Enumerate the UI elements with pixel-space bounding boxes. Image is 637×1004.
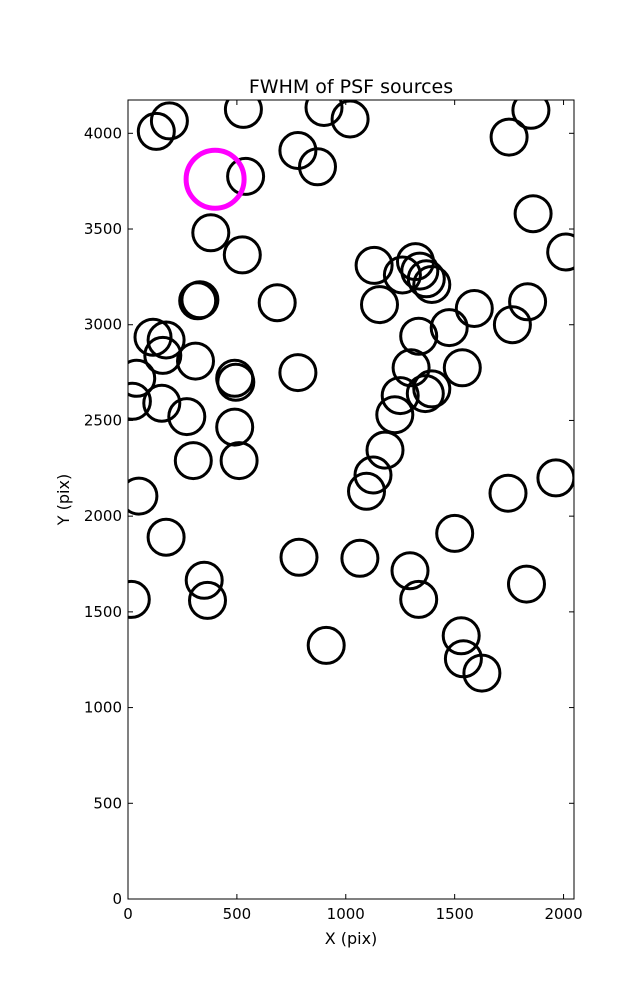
- source-marker: [298, 147, 337, 187]
- y-tick-label: 500: [93, 794, 122, 812]
- source-marker: [330, 100, 370, 139]
- y-tick-label: 2500: [84, 411, 122, 429]
- x-tick-label: 1000: [327, 905, 365, 923]
- source-marker: [513, 194, 553, 234]
- source-marker: [412, 265, 452, 304]
- source-marker: [180, 280, 220, 320]
- x-tick-label: 1500: [436, 905, 474, 923]
- source-marker: [128, 358, 157, 398]
- source-marker: [142, 383, 182, 423]
- source-marker: [354, 245, 394, 285]
- source-marker: [215, 407, 255, 447]
- source-marker: [441, 616, 481, 656]
- source-marker: [406, 259, 446, 299]
- source-marker: [306, 625, 346, 665]
- source-marker: [223, 100, 263, 129]
- plot-frame: [127, 99, 575, 900]
- source-marker: [462, 653, 502, 693]
- source-marker: [279, 537, 319, 577]
- data-markers: [128, 100, 574, 693]
- source-marker: [133, 317, 173, 357]
- source-marker: [507, 564, 546, 604]
- source-marker: [128, 579, 151, 619]
- source-marker: [412, 369, 452, 409]
- source-marker: [382, 255, 422, 295]
- source-marker: [488, 473, 528, 513]
- source-marker: [173, 441, 213, 481]
- source-marker: [128, 381, 152, 421]
- source-marker: [188, 580, 227, 620]
- source-marker: [222, 235, 262, 275]
- y-tick-label: 0: [112, 890, 122, 908]
- source-marker: [400, 251, 440, 291]
- highlighted-source-marker: [183, 147, 247, 211]
- source-marker: [353, 455, 393, 495]
- source-marker: [167, 397, 207, 437]
- source-marker: [546, 232, 574, 272]
- source-marker: [257, 283, 297, 323]
- y-tick-label: 2000: [84, 507, 122, 525]
- x-axis-label: X (pix): [325, 929, 378, 948]
- source-marker: [278, 353, 318, 393]
- source-marker: [340, 538, 380, 578]
- axes: 0 500 1000 1500 2000 0 500 1000 1500 2000 2500 3000…: [84, 100, 583, 923]
- source-marker: [375, 395, 415, 435]
- source-marker: [489, 117, 529, 157]
- y-tick-label: 3000: [84, 316, 122, 334]
- source-marker: [390, 551, 430, 591]
- source-marker: [176, 341, 215, 381]
- source-marker: [360, 285, 399, 325]
- y-axis-label: Y (pix): [54, 474, 73, 526]
- source-marker: [435, 513, 475, 553]
- source-marker: [219, 441, 259, 481]
- y-tick-label: 3500: [84, 220, 122, 238]
- source-marker: [216, 362, 256, 402]
- source-marker: [136, 111, 176, 151]
- source-marker: [304, 100, 344, 127]
- source-marker: [429, 308, 469, 348]
- chart-title: FWHM of PSF sources: [249, 76, 453, 98]
- source-marker: [149, 101, 189, 141]
- source-marker: [191, 213, 231, 253]
- y-tick-label: 1000: [84, 699, 122, 717]
- source-marker: [399, 579, 439, 619]
- x-tick-label: 500: [223, 905, 252, 923]
- y-tick-label: 4000: [84, 124, 122, 142]
- source-marker: [146, 320, 186, 360]
- source-marker: [391, 348, 431, 388]
- source-marker: [454, 289, 494, 328]
- source-marker: [536, 458, 574, 498]
- source-marker: [405, 374, 445, 414]
- source-marker: [128, 476, 159, 516]
- source-marker: [442, 348, 482, 388]
- x-tick-label: 0: [123, 905, 133, 923]
- y-tick-label: 1500: [84, 603, 122, 621]
- source-marker: [146, 517, 186, 557]
- source-marker: [492, 305, 532, 345]
- source-marker: [508, 282, 548, 322]
- source-marker: [278, 131, 318, 170]
- source-marker: [365, 430, 405, 470]
- source-marker: [347, 471, 386, 511]
- source-marker: [399, 316, 439, 356]
- source-marker: [143, 335, 183, 375]
- source-marker: [226, 156, 266, 196]
- x-tick-label: 2000: [544, 905, 582, 923]
- source-marker: [511, 100, 551, 130]
- source-marker: [184, 560, 224, 600]
- source-marker: [380, 376, 420, 416]
